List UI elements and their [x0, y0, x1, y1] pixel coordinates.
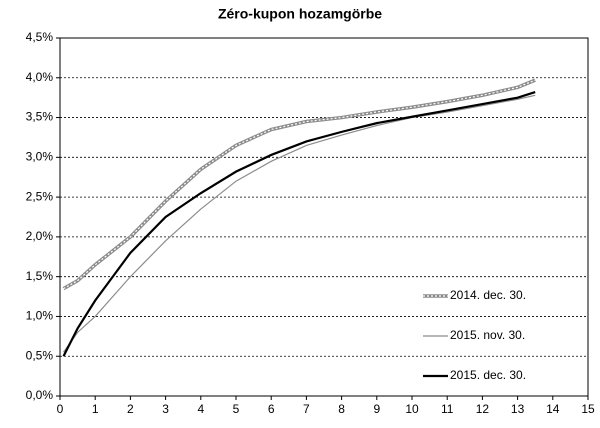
chart-title: Zéro-kupon hozamgörbe [218, 6, 382, 22]
y-tick-label: 0,0% [26, 388, 54, 402]
legend-label: 2015. dec. 30. [450, 368, 526, 382]
y-tick-label: 4,0% [26, 70, 54, 84]
y-tick-label: 2,0% [26, 229, 54, 243]
line [62, 91, 536, 357]
x-tick-label: 2 [127, 402, 134, 416]
y-tick-label: 0,5% [26, 348, 54, 362]
legend-label: 2014. dec. 30. [450, 288, 526, 302]
x-tick-label: 14 [546, 402, 560, 416]
x-tick-label: 0 [57, 402, 64, 416]
y-tick-label: 1,5% [26, 269, 54, 283]
line [63, 94, 536, 353]
x-tick-label: 6 [268, 402, 275, 416]
x-tick-label: 10 [405, 402, 419, 416]
x-tick-label: 15 [581, 402, 595, 416]
y-tick-label: 4,5% [26, 30, 54, 44]
x-tick-label: 11 [441, 402, 454, 416]
y-tick-label: 2,5% [26, 189, 54, 203]
x-tick-label: 4 [197, 402, 204, 416]
legend-label: 2015. nov. 30. [450, 328, 525, 342]
y-tick-label: 1,0% [26, 309, 54, 323]
x-tick-label: 13 [511, 402, 525, 416]
x-tick-label: 1 [92, 402, 99, 416]
x-tick-label: 12 [476, 402, 490, 416]
plot-frame [59, 37, 589, 397]
x-tick-label: 8 [338, 402, 345, 416]
line-hatch [63, 79, 536, 290]
x-tick-label: 5 [233, 402, 240, 416]
y-tick-label: 3,0% [26, 150, 54, 164]
x-tick-label: 9 [373, 402, 380, 416]
y-tick-label: 3,5% [26, 110, 54, 124]
x-tick-label: 7 [303, 402, 310, 416]
x-tick-label: 3 [162, 402, 169, 416]
